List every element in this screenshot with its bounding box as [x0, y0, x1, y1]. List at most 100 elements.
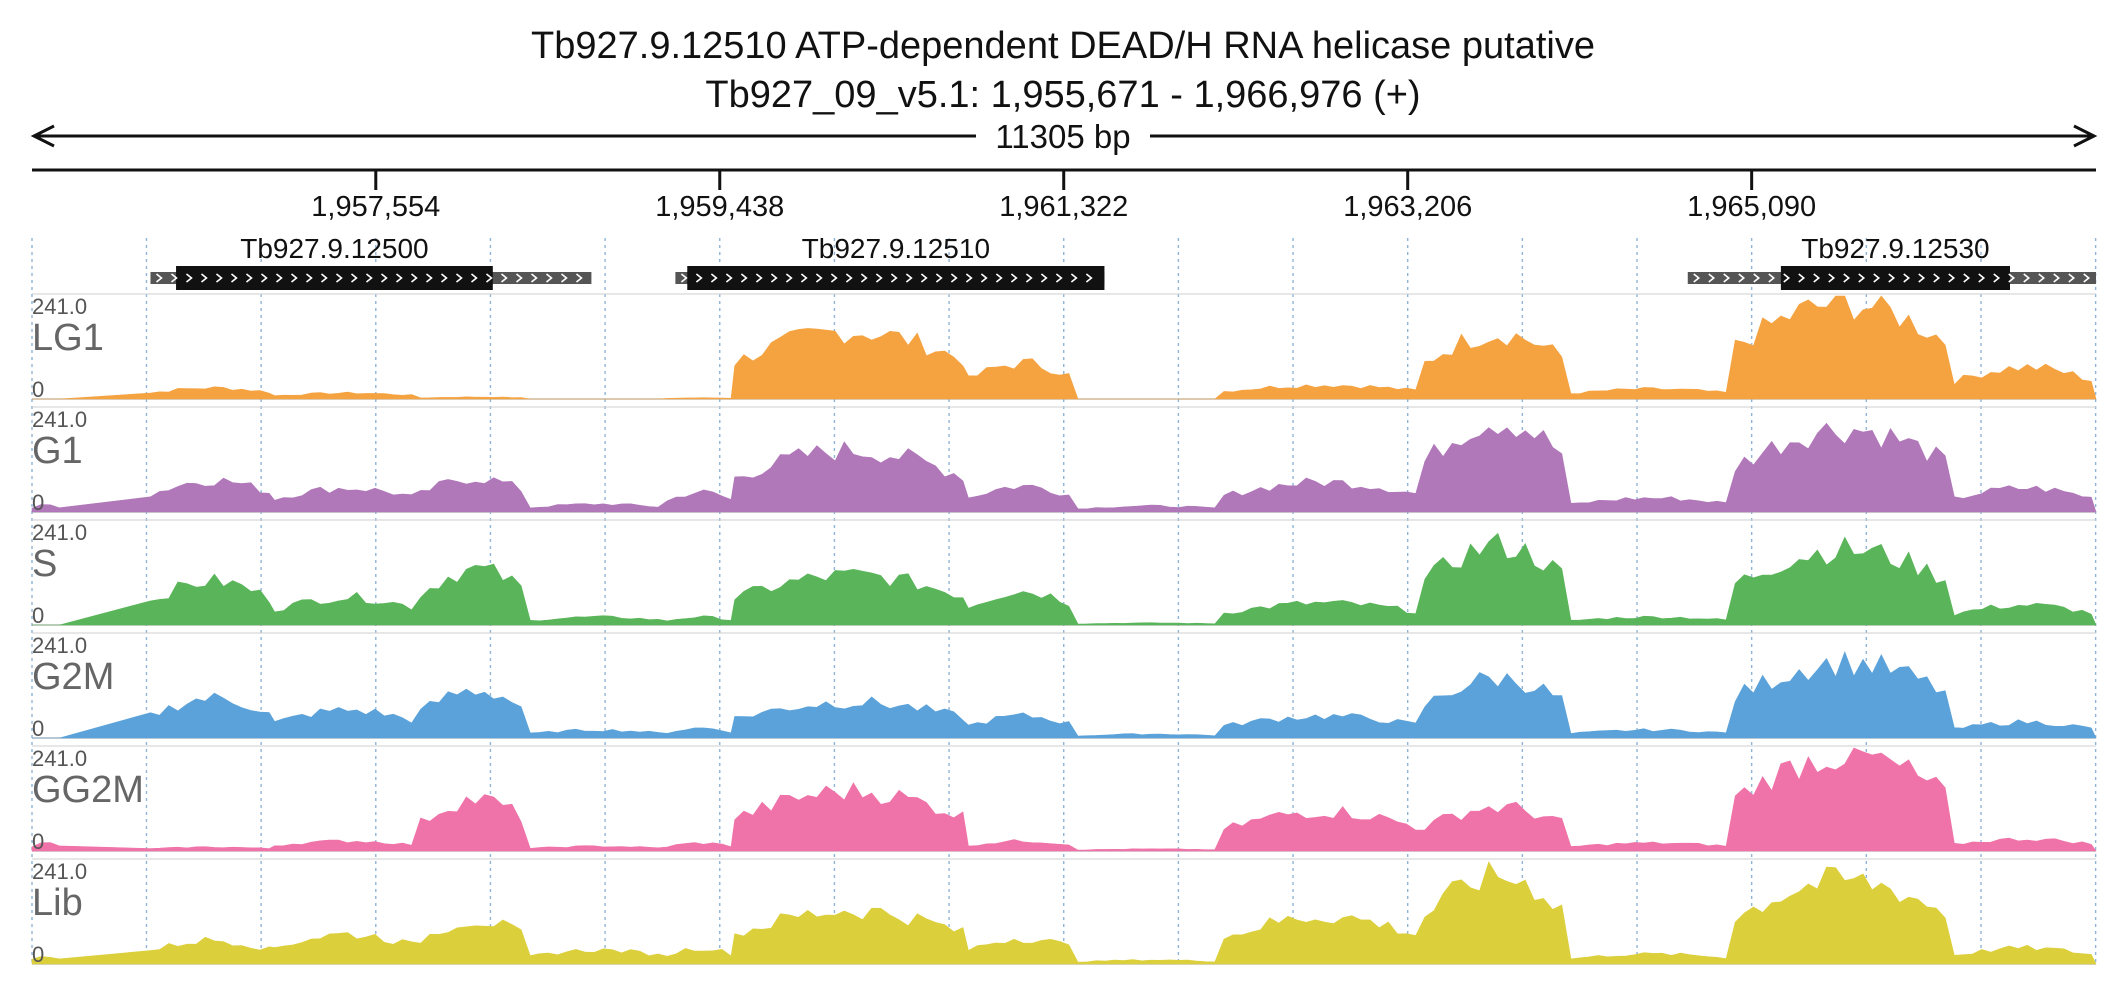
- strand-arrow-icon: [1963, 273, 1971, 283]
- strand-arrow-icon: [335, 273, 343, 283]
- track-max-label: 241.0: [32, 633, 87, 658]
- strand-arrow-icon: [245, 273, 253, 283]
- track-max-label: 241.0: [32, 407, 87, 432]
- strand-arrow-icon: [170, 273, 178, 283]
- strand-arrow-icon: [785, 273, 793, 283]
- strand-arrow-icon: [1888, 273, 1896, 283]
- strand-arrow-icon: [350, 273, 358, 283]
- span-ruler: 11305 bp: [30, 118, 2098, 155]
- strand-arrow-icon: [290, 273, 298, 283]
- tick-label: 1,957,554: [311, 191, 440, 223]
- strand-arrow-icon: [395, 273, 403, 283]
- gene-cds: [1780, 266, 2010, 290]
- strand-arrow-icon: [1918, 273, 1926, 283]
- strand-arrow-icon: [260, 273, 268, 283]
- strand-arrow-icon: [800, 273, 808, 283]
- tick-label: 1,963,206: [1343, 191, 1472, 223]
- track-name: G2M: [32, 656, 114, 698]
- strand-arrow-icon: [455, 273, 463, 283]
- strand-arrow-icon: [1055, 273, 1063, 283]
- strand-arrow-icon: [545, 273, 553, 283]
- strand-arrow-icon: [680, 273, 688, 283]
- strand-arrow-icon: [710, 273, 718, 283]
- span-label: 11305 bp: [995, 118, 1130, 155]
- gene-label: Tb927.9.12530: [1801, 233, 1989, 264]
- coverage-area: [32, 651, 2097, 739]
- strand-arrow-icon: [215, 273, 223, 283]
- strand-arrow-icon: [1933, 273, 1941, 283]
- arrow-left-icon: [30, 124, 55, 148]
- strand-arrow-icon: [1993, 273, 2001, 283]
- strand-arrow-icon: [2038, 273, 2046, 283]
- strand-arrow-icon: [1843, 273, 1851, 283]
- coverage-area: [31, 747, 2097, 852]
- track-max-label: 241.0: [32, 859, 87, 884]
- strand-arrow-icon: [185, 273, 193, 283]
- strand-arrow-icon: [980, 273, 988, 283]
- strand-arrow-icon: [695, 273, 703, 283]
- strand-arrow-icon: [230, 273, 238, 283]
- tick-label: 1,961,322: [999, 191, 1128, 223]
- strand-arrow-icon: [935, 273, 943, 283]
- gene-track: Tb927.9.12500 Tb927.9.12510 Tb927.9.12530: [150, 233, 2096, 290]
- strand-arrow-icon: [1025, 273, 1033, 283]
- strand-arrow-icon: [1738, 273, 1746, 283]
- strand-arrow-icon: [2053, 273, 2061, 283]
- strand-arrow-icon: [200, 273, 208, 283]
- chart-title: Tb927.9.12510 ATP-dependent DEAD/H RNA h…: [531, 25, 1595, 67]
- strand-arrow-icon: [1070, 273, 1078, 283]
- strand-arrow-icon: [485, 273, 493, 283]
- strand-arrow-icon: [410, 273, 418, 283]
- strand-arrow-icon: [875, 273, 883, 283]
- strand-arrow-icon: [1768, 273, 1776, 283]
- strand-arrow-icon: [320, 273, 328, 283]
- track-min-label: 0: [32, 829, 44, 854]
- strand-arrow-icon: [2068, 273, 2076, 283]
- strand-arrow-icon: [2023, 273, 2031, 283]
- gene-label: Tb927.9.12500: [240, 233, 428, 264]
- gene-model: Tb927.9.12500: [150, 233, 592, 290]
- track-name: Lib: [32, 882, 83, 924]
- arrow-right-icon: [2073, 124, 2098, 148]
- chart-subtitle: Tb927_09_v5.1: 1,955,671 - 1,966,976 (+): [705, 74, 1420, 116]
- gene-label: Tb927.9.12510: [802, 233, 990, 264]
- strand-arrow-icon: [365, 273, 373, 283]
- strand-arrow-icon: [1010, 273, 1018, 283]
- strand-arrow-icon: [2083, 273, 2091, 283]
- coverage-area: [31, 422, 2097, 513]
- track-name: GG2M: [32, 769, 144, 811]
- strand-arrow-icon: [155, 273, 163, 283]
- strand-arrow-icon: [890, 273, 898, 283]
- strand-arrow-icon: [950, 273, 958, 283]
- track-min-label: 0: [32, 942, 44, 967]
- strand-arrow-icon: [1783, 273, 1791, 283]
- strand-arrow-icon: [530, 273, 538, 283]
- strand-arrow-icon: [1873, 273, 1881, 283]
- strand-arrow-icon: [965, 273, 973, 283]
- strand-arrow-icon: [860, 273, 868, 283]
- tick-label: 1,965,090: [1687, 191, 1816, 223]
- strand-arrow-icon: [1085, 273, 1093, 283]
- coverage-area: [31, 861, 2097, 965]
- strand-arrow-icon: [740, 273, 748, 283]
- strand-arrow-icon: [515, 273, 523, 283]
- strand-arrow-icon: [560, 273, 568, 283]
- gene-model: Tb927.9.12510: [675, 233, 1105, 290]
- track-min-label: 0: [32, 377, 44, 402]
- strand-arrow-icon: [1948, 273, 1956, 283]
- track-max-label: 241.0: [32, 520, 87, 545]
- strand-arrow-icon: [1040, 273, 1048, 283]
- strand-arrow-icon: [500, 273, 508, 283]
- strand-arrow-icon: [1903, 273, 1911, 283]
- coverage-area: [32, 295, 2097, 400]
- strand-arrow-icon: [1723, 273, 1731, 283]
- strand-arrow-icon: [275, 273, 283, 283]
- strand-arrow-icon: [995, 273, 1003, 283]
- coverage-tracks: 241.0LG10241.0G10241.0S0241.0G2M0241.0GG…: [31, 293, 2097, 967]
- strand-arrow-icon: [380, 273, 388, 283]
- strand-arrow-icon: [1708, 273, 1716, 283]
- track-name: G1: [32, 430, 83, 472]
